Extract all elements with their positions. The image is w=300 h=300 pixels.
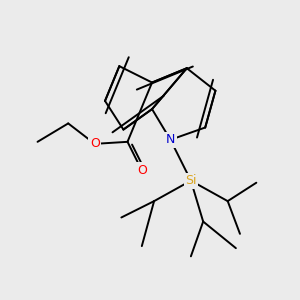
Text: N: N	[166, 133, 175, 146]
Text: O: O	[137, 164, 147, 177]
Text: Si: Si	[185, 174, 196, 187]
Text: O: O	[90, 137, 100, 150]
